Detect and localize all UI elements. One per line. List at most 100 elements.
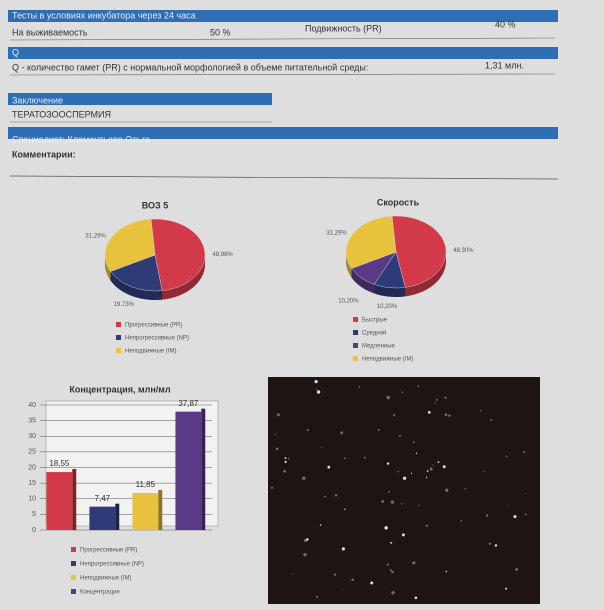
legend-swatch: [116, 348, 121, 353]
pie-slice: [110, 254, 163, 292]
y-tick-label: 35: [28, 417, 36, 424]
pie-slice-side: [105, 255, 111, 281]
speck: [523, 451, 526, 454]
chart-title: Концентрация, млн/мл: [69, 384, 171, 394]
speck: [340, 431, 344, 435]
speck: [515, 567, 519, 571]
data-label: 10,20%: [377, 304, 398, 310]
speck: [291, 573, 293, 575]
pie-slice-side: [110, 271, 163, 300]
legend-swatch: [116, 322, 121, 327]
speck: [344, 508, 346, 510]
speck: [343, 457, 346, 460]
speck: [283, 469, 286, 473]
speck: [315, 388, 318, 390]
label: Подвижность (PR): [305, 23, 382, 33]
speck: [341, 547, 345, 551]
legend-swatch: [353, 343, 358, 348]
data-label: 48,30%: [453, 248, 474, 254]
speck: [448, 414, 451, 417]
pie-slice: [345, 215, 397, 269]
data-label: 37,87: [178, 399, 199, 408]
speck: [425, 524, 428, 527]
legend-swatch: [116, 335, 121, 340]
speck: [414, 596, 418, 600]
legend-label: Быстрые: [362, 318, 388, 324]
speck: [437, 461, 440, 464]
data-label: 18,55: [49, 459, 70, 468]
pie-slice-side: [346, 252, 352, 278]
speck: [270, 486, 274, 489]
legend-label: Прогрессивные (PR): [80, 548, 137, 554]
bar-side: [115, 503, 120, 530]
speck: [400, 503, 403, 505]
legend-label: Неподвижные (IM): [362, 357, 413, 363]
y-tick-label: 10: [28, 496, 36, 503]
y-tick-label: 5: [32, 511, 36, 518]
pie-slice-side: [162, 255, 205, 300]
speck: [316, 390, 321, 394]
chart-title: Скорость: [377, 197, 420, 207]
speck: [444, 413, 448, 417]
speck: [426, 476, 428, 479]
speck: [494, 544, 498, 547]
speck: [306, 538, 309, 541]
speck: [513, 515, 517, 519]
speck: [479, 410, 482, 412]
legend-label: Неподвижные (IM): [125, 349, 176, 355]
speck: [401, 391, 404, 394]
section-title: Тесты в условиях инкубатора через 24 час…: [12, 10, 196, 20]
speck: [444, 396, 447, 399]
section-strip: [8, 47, 558, 59]
rule: [9, 73, 556, 76]
speck: [429, 467, 433, 471]
legend-label: Непрогрессивные (NP): [80, 562, 144, 568]
speck: [303, 553, 307, 557]
speck: [386, 395, 390, 400]
value: 1,31 млн.: [485, 60, 524, 70]
speck: [384, 526, 388, 530]
bar: [89, 506, 116, 530]
data-label: 11,85: [136, 480, 156, 489]
text: Q - количество гамет (PR) с нормальной м…: [12, 62, 368, 72]
data-label: 31,29%: [85, 233, 106, 239]
section-title: Q: [12, 47, 19, 57]
rule: [9, 175, 559, 180]
speck: [402, 476, 407, 480]
comments: Комментарии:: [12, 149, 76, 159]
speck: [315, 595, 319, 598]
speck: [275, 447, 279, 451]
speck: [320, 447, 322, 449]
data-label: 7,47: [95, 494, 111, 503]
speck: [288, 458, 290, 460]
speck: [391, 591, 395, 595]
speck: [490, 419, 493, 422]
speck: [460, 520, 463, 522]
speck: [302, 476, 306, 481]
pie-slice-side: [374, 284, 406, 297]
data-label: 19,73%: [114, 302, 135, 308]
data-label: 31,29%: [326, 230, 347, 236]
y-tick-label: 20: [28, 464, 36, 471]
pie-slice: [104, 218, 156, 272]
speck: [427, 411, 431, 414]
value: 40 %: [495, 19, 516, 29]
speck: [410, 472, 413, 474]
speck: [334, 494, 338, 497]
legend-swatch: [353, 356, 358, 361]
speck: [464, 487, 467, 490]
speck: [524, 493, 526, 495]
legend-swatch: [71, 547, 76, 552]
speck: [277, 413, 280, 417]
speck: [381, 500, 385, 503]
pie-slice: [150, 218, 206, 291]
section-title: Заключение: [12, 95, 63, 105]
speck: [434, 402, 437, 404]
y-tick-label: 15: [28, 480, 36, 487]
bar-side: [72, 469, 77, 530]
speck: [488, 542, 492, 545]
legend-label: Неподвижные (IM): [80, 576, 131, 582]
speck: [432, 464, 434, 466]
legend-swatch: [353, 330, 358, 335]
speck: [393, 414, 396, 417]
